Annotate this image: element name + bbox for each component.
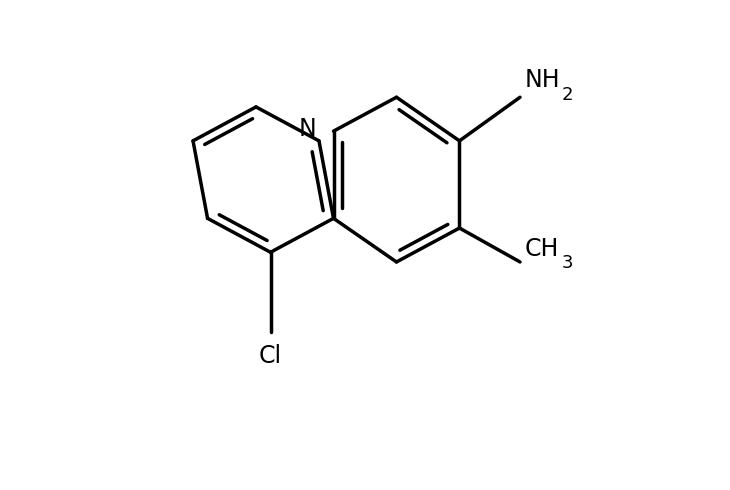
Text: CH: CH — [525, 237, 559, 261]
Text: NH: NH — [525, 69, 561, 93]
Text: 2: 2 — [561, 86, 573, 103]
Text: Cl: Cl — [259, 344, 282, 368]
Text: 3: 3 — [561, 254, 573, 272]
Text: N: N — [299, 117, 317, 141]
